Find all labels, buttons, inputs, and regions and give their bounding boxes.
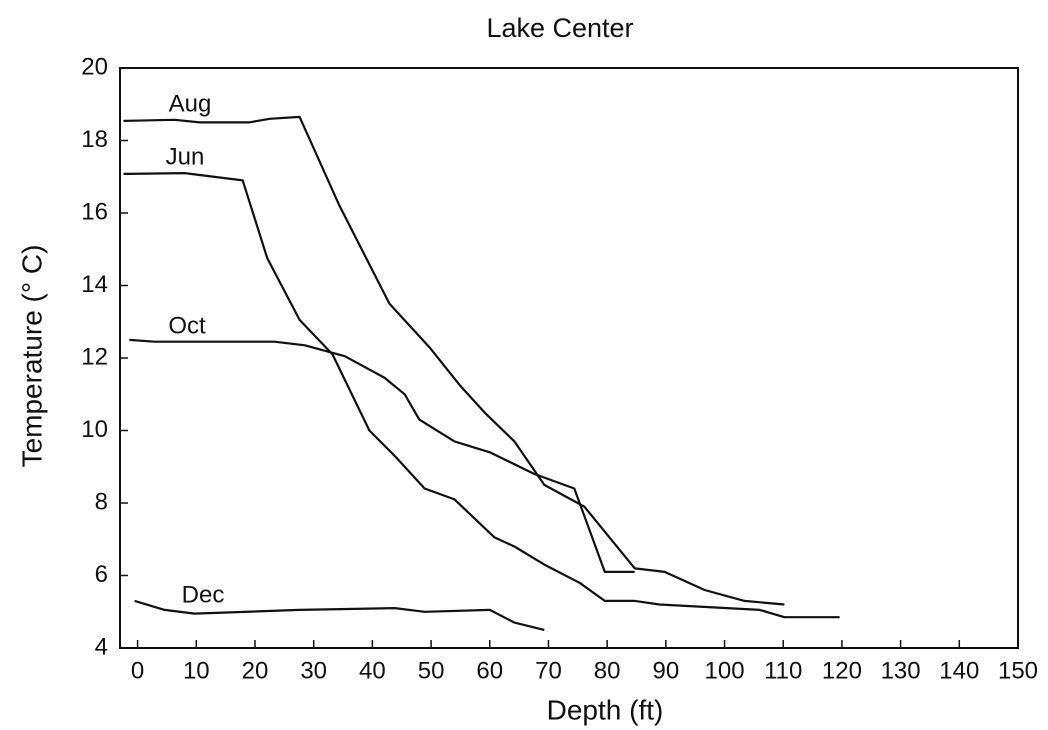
x-tick-label: 0 bbox=[131, 657, 144, 684]
y-tick-label: 6 bbox=[95, 561, 108, 588]
x-tick-label: 110 bbox=[764, 657, 802, 684]
x-axis-label: Depth (ft) bbox=[547, 694, 664, 725]
x-tick-label: 90 bbox=[652, 657, 679, 684]
x-tick-label: 70 bbox=[535, 657, 562, 684]
x-tick-label: 120 bbox=[822, 657, 862, 684]
series-line bbox=[129, 338, 635, 574]
y-tick-label: 14 bbox=[81, 271, 108, 298]
y-tick-label: 8 bbox=[95, 488, 108, 515]
y-tick-label: 16 bbox=[81, 198, 108, 225]
series-line bbox=[134, 599, 545, 631]
y-tick-label: 10 bbox=[81, 416, 108, 443]
series-line bbox=[123, 172, 840, 619]
series-label: Jun bbox=[166, 143, 205, 170]
series-line bbox=[123, 115, 785, 606]
y-tick-label: 20 bbox=[81, 53, 108, 80]
x-tick-label: 140 bbox=[939, 657, 979, 684]
y-axis-label: Temperature (° C) bbox=[16, 245, 47, 468]
x-tick-label: 30 bbox=[300, 657, 327, 684]
y-tick-label: 18 bbox=[81, 126, 108, 153]
series-label: Oct bbox=[168, 312, 206, 339]
x-tick-label: 60 bbox=[476, 657, 503, 684]
x-tick-label: 50 bbox=[418, 657, 445, 684]
series-label: Aug bbox=[169, 90, 212, 117]
x-tick-label: 20 bbox=[242, 657, 269, 684]
x-tick-label: 130 bbox=[881, 657, 921, 684]
x-tick-label: 10 bbox=[183, 657, 210, 684]
x-tick-label: 40 bbox=[359, 657, 386, 684]
y-tick-label: 12 bbox=[81, 343, 108, 370]
x-tick-label: 150 bbox=[998, 657, 1038, 684]
chart-title: Lake Center bbox=[486, 13, 633, 43]
x-tick-label: 80 bbox=[594, 657, 621, 684]
x-tick-label: 100 bbox=[705, 657, 745, 684]
plot-frame bbox=[119, 67, 1019, 649]
series-label: Dec bbox=[182, 581, 225, 608]
y-tick-label: 4 bbox=[95, 633, 108, 660]
